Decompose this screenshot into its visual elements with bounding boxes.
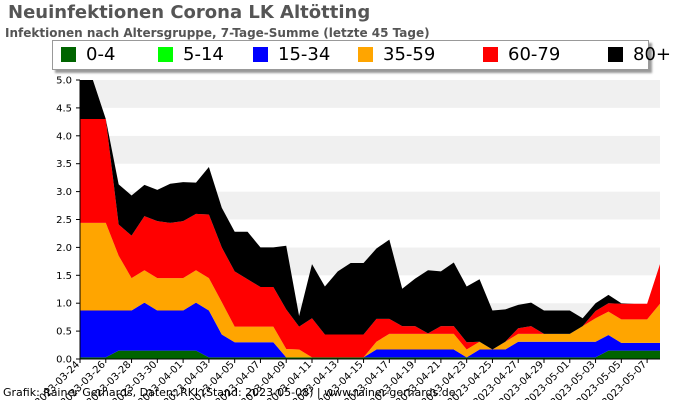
legend-item: 80+ (608, 44, 671, 65)
y-tick-labels: 0.0 0.5 1.0 1.5 2.0 2.5 3.0 3.5 4.0 4.5 5.0 (56, 76, 80, 366)
legend: 0-4 5-14 15-34 35-59 60-79 80+ (52, 40, 671, 70)
page-subtitle: Infektionen nach Altersgruppe, 7-Tage-Su… (5, 26, 430, 40)
legend-swatch (253, 47, 268, 62)
legend-swatch (158, 47, 173, 62)
chart-areas (80, 80, 660, 359)
grid-band (80, 135, 660, 164)
legend-item: 5-14 (158, 44, 224, 65)
legend-label: 15-34 (278, 44, 331, 65)
legend-label: 0-4 (86, 44, 116, 65)
y-tick-label: 5.0 (56, 76, 72, 87)
series-area-80+ (80, 80, 660, 350)
series-area-15-34 (80, 302, 660, 358)
grid-band (80, 107, 660, 136)
y-tick-label: 3.0 (56, 187, 72, 198)
legend-item: 60-79 (483, 44, 560, 65)
y-tick-label: 0.0 (56, 355, 72, 366)
y-tick-label: 0.5 (56, 327, 72, 338)
legend-label: 35-59 (383, 44, 436, 65)
legend-label: 60-79 (508, 44, 561, 65)
series-area-60-79 (80, 119, 660, 358)
y-tick-label: 1.5 (56, 271, 72, 282)
y-tick-label: 2.0 (56, 243, 72, 254)
y-tick-label: 1.0 (56, 299, 72, 310)
legend-swatch (483, 47, 498, 62)
legend-swatch (61, 47, 76, 62)
legend-item: 0-4 (61, 44, 115, 65)
y-tick-label: 4.0 (56, 131, 72, 142)
y-tick-label: 2.5 (56, 215, 72, 226)
series-area-35-59 (80, 222, 660, 358)
legend-item: 15-34 (253, 44, 330, 65)
legend-label: 80+ (633, 44, 671, 65)
series-area-0-4 (80, 350, 660, 359)
legend-item: 35-59 (358, 44, 435, 65)
legend-label: 5-14 (183, 44, 224, 65)
legend-swatch (358, 47, 373, 62)
page-title: Neuinfektionen Corona LK Altötting (8, 2, 371, 23)
y-tick-label: 3.5 (56, 159, 72, 170)
credit-line: Grafik: Rainer Gerhards, Daten: RKI (Sta… (3, 386, 456, 399)
grid-band (80, 80, 660, 108)
legend-swatch (608, 47, 623, 62)
y-tick-label: 4.5 (56, 103, 72, 114)
